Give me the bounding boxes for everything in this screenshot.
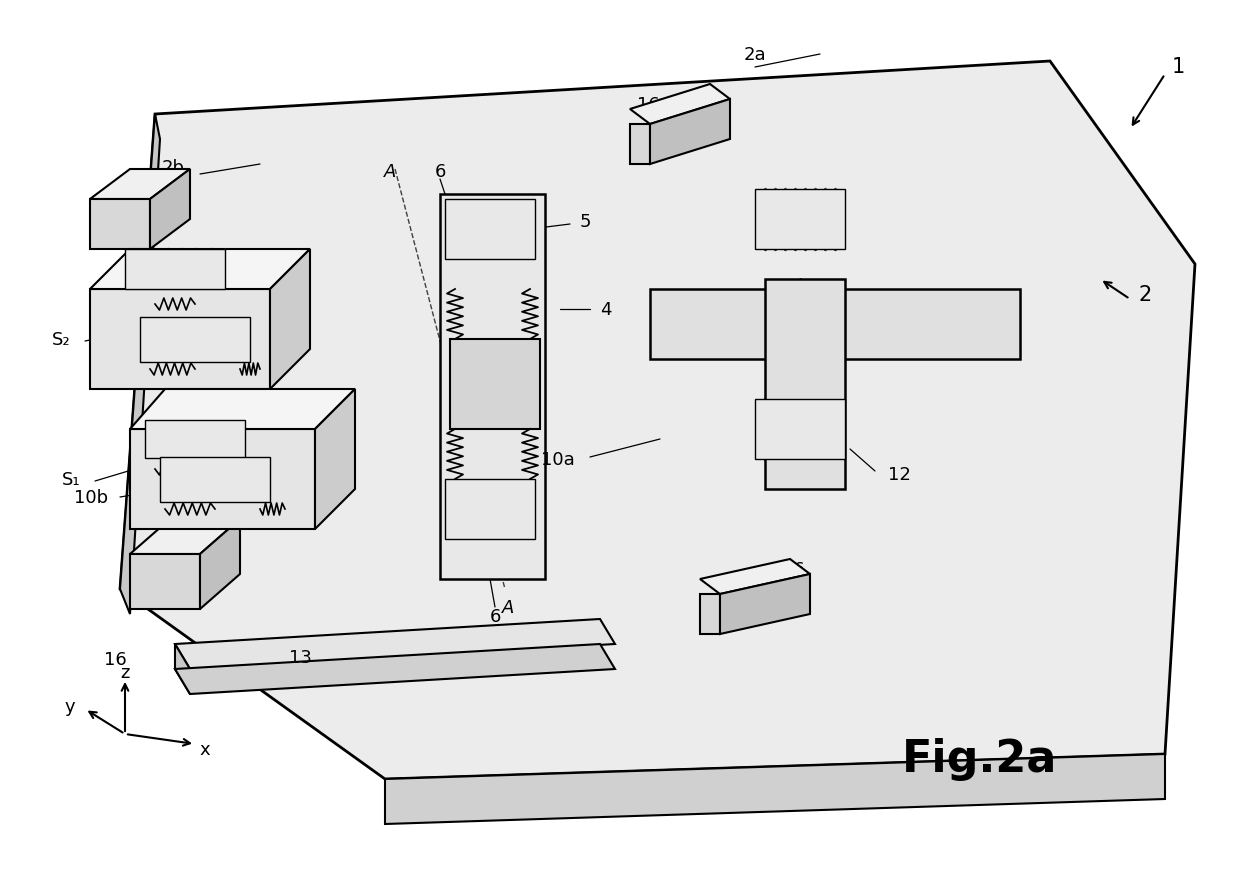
Polygon shape [630, 85, 730, 125]
Text: 13: 13 [289, 648, 311, 667]
Polygon shape [270, 249, 310, 389]
Polygon shape [175, 644, 615, 694]
Polygon shape [650, 289, 1021, 360]
Polygon shape [150, 169, 190, 249]
Text: 10a: 10a [541, 450, 575, 468]
Text: 16: 16 [781, 561, 805, 579]
Text: 16: 16 [636, 96, 660, 114]
Polygon shape [175, 644, 190, 694]
Polygon shape [140, 317, 250, 362]
Text: 2a: 2a [744, 46, 766, 64]
Polygon shape [450, 340, 539, 429]
Text: x: x [200, 740, 211, 758]
Polygon shape [315, 389, 355, 529]
Polygon shape [130, 389, 355, 429]
Polygon shape [91, 249, 310, 289]
Text: A: A [384, 163, 397, 181]
Polygon shape [755, 400, 844, 460]
Polygon shape [130, 554, 200, 609]
Text: 6: 6 [434, 163, 445, 181]
Polygon shape [130, 520, 241, 554]
Polygon shape [384, 754, 1166, 824]
Polygon shape [130, 429, 315, 529]
Text: 5: 5 [580, 213, 591, 231]
Polygon shape [701, 594, 720, 634]
Polygon shape [160, 457, 270, 502]
Text: 16: 16 [104, 650, 126, 668]
Polygon shape [445, 200, 534, 260]
Polygon shape [120, 115, 160, 614]
Polygon shape [445, 480, 534, 540]
Polygon shape [765, 280, 844, 489]
Polygon shape [650, 100, 730, 165]
Polygon shape [200, 520, 241, 609]
Text: 4: 4 [600, 301, 611, 319]
Text: Fig.2a: Fig.2a [903, 738, 1058, 780]
Text: S₂: S₂ [51, 330, 69, 348]
Polygon shape [91, 200, 150, 249]
Polygon shape [125, 249, 224, 289]
Polygon shape [120, 62, 1195, 779]
Text: S₁: S₁ [61, 470, 81, 488]
Text: 6: 6 [490, 607, 501, 626]
Polygon shape [91, 169, 190, 200]
Text: 2b: 2b [162, 159, 185, 176]
Text: 10b: 10b [74, 488, 108, 507]
Text: A: A [502, 599, 515, 616]
Text: z: z [120, 663, 130, 681]
Polygon shape [440, 195, 546, 580]
Polygon shape [145, 421, 246, 459]
Text: 12: 12 [888, 466, 911, 483]
Polygon shape [701, 560, 810, 594]
Polygon shape [91, 289, 270, 389]
Text: 2: 2 [1138, 285, 1152, 305]
Polygon shape [630, 125, 650, 165]
Polygon shape [755, 189, 844, 249]
Polygon shape [720, 574, 810, 634]
Text: y: y [64, 697, 76, 715]
Polygon shape [175, 620, 615, 669]
Text: 16: 16 [104, 196, 126, 214]
Text: 1: 1 [1172, 57, 1184, 77]
